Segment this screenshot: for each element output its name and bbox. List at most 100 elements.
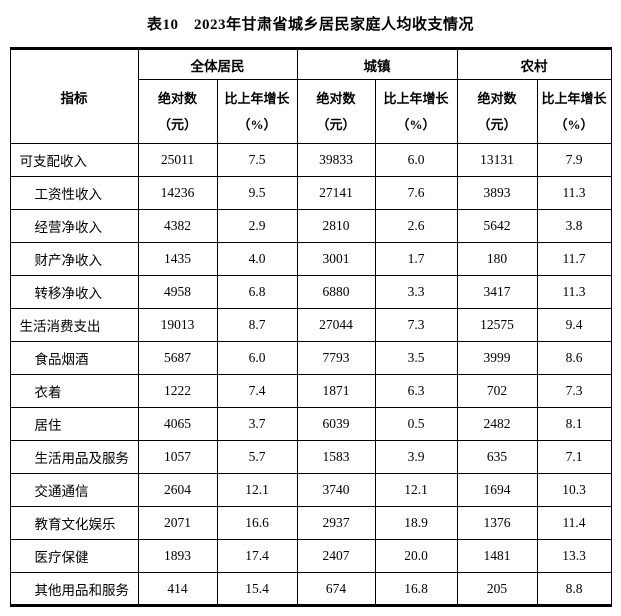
row-label: 教育文化娱乐	[9, 506, 139, 540]
value-cell: 27141	[296, 176, 376, 210]
value-cell: 4958	[137, 275, 218, 309]
corner-header-indicator: 指标	[9, 48, 139, 144]
value-cell: 4382	[137, 209, 218, 243]
group-header-urban: 城镇	[296, 48, 458, 80]
value-cell: 7.9	[536, 143, 612, 177]
value-cell: 6.0	[374, 143, 458, 177]
value-cell: 15.4	[216, 572, 298, 606]
value-cell: 6.3	[374, 374, 458, 408]
value-cell: 635	[456, 440, 538, 474]
row-label: 交通通信	[9, 473, 139, 507]
table-row: 可支配收入 25011 7.5 39833 6.0 13131 7.9	[9, 143, 612, 177]
table-row: 生活消费支出 19013 8.7 27044 7.3 12575 9.4	[9, 308, 612, 342]
row-label: 生活用品及服务	[9, 440, 139, 474]
subheader-absolute-rural: 绝对数 （元）	[456, 79, 538, 144]
value-cell: 12.1	[216, 473, 298, 507]
value-cell: 3999	[456, 341, 538, 375]
value-cell: 5.7	[216, 440, 298, 474]
value-cell: 11.7	[536, 242, 612, 276]
table-title: 表10 2023年甘肃省城乡居民家庭人均收支情况	[146, 17, 474, 33]
value-cell: 2407	[296, 539, 376, 573]
row-label: 医疗保健	[9, 539, 139, 573]
subheader-growth-rural: 比上年增长 （%）	[536, 79, 612, 144]
value-cell: 1.7	[374, 242, 458, 276]
group-header-all-residents: 全体居民	[137, 48, 298, 80]
value-cell: 8.6	[536, 341, 612, 375]
value-cell: 3.5	[374, 341, 458, 375]
header-sub-row: 绝对数 （元） 比上年增长 （%） 绝对数 （元） 比上年增长 （%） 绝对数 …	[10, 79, 612, 144]
value-cell: 2.6	[374, 209, 458, 243]
value-cell: 1376	[456, 506, 538, 540]
value-cell: 3893	[456, 176, 538, 210]
income-expenditure-table: 指标 全体居民 城镇 农村 绝对数 （元） 比上年增长 （%） 绝对数 （元） …	[9, 47, 612, 607]
value-cell: 13131	[456, 143, 538, 177]
row-label: 居住	[9, 407, 139, 441]
value-cell: 39833	[296, 143, 376, 177]
value-cell: 1893	[137, 539, 218, 573]
value-cell: 8.8	[536, 572, 612, 606]
value-cell: 20.0	[374, 539, 458, 573]
value-cell: 6.8	[216, 275, 298, 309]
value-cell: 7793	[296, 341, 376, 375]
value-cell: 10.3	[536, 473, 612, 507]
value-cell: 7.3	[536, 374, 612, 408]
value-cell: 18.9	[374, 506, 458, 540]
value-cell: 7.5	[216, 143, 298, 177]
value-cell: 14236	[137, 176, 218, 210]
value-cell: 9.4	[536, 308, 612, 342]
value-cell: 6880	[296, 275, 376, 309]
value-cell: 7.1	[536, 440, 612, 474]
value-cell: 11.3	[536, 275, 612, 309]
table-row: 其他用品和服务 414 15.4 674 16.8 205 8.8	[9, 572, 612, 606]
value-cell: 1222	[137, 374, 218, 408]
value-cell: 1583	[296, 440, 376, 474]
row-label: 转移净收入	[9, 275, 139, 309]
subheader-absolute-all: 绝对数 （元）	[137, 79, 218, 144]
value-cell: 1694	[456, 473, 538, 507]
value-cell: 2937	[296, 506, 376, 540]
subheader-growth-all: 比上年增长 （%）	[216, 79, 298, 144]
value-cell: 16.6	[216, 506, 298, 540]
value-cell: 4065	[137, 407, 218, 441]
table-row: 转移净收入 4958 6.8 6880 3.3 3417 11.3	[9, 275, 612, 309]
table-row: 经营净收入 4382 2.9 2810 2.6 5642 3.8	[9, 209, 612, 243]
value-cell: 2.9	[216, 209, 298, 243]
row-label: 衣着	[9, 374, 139, 408]
value-cell: 180	[456, 242, 538, 276]
header-group-row: 指标 全体居民 城镇 农村	[9, 48, 612, 144]
value-cell: 7.6	[374, 176, 458, 210]
value-cell: 6.0	[216, 341, 298, 375]
value-cell: 205	[456, 572, 538, 606]
table-row: 食品烟酒 5687 6.0 7793 3.5 3999 8.6	[9, 341, 612, 375]
value-cell: 1435	[137, 242, 218, 276]
value-cell: 8.7	[216, 308, 298, 342]
row-label: 工资性收入	[9, 176, 139, 210]
value-cell: 3.7	[216, 407, 298, 441]
value-cell: 12.1	[374, 473, 458, 507]
table-row: 衣着 1222 7.4 1871 6.3 702 7.3	[9, 374, 612, 408]
row-label: 生活消费支出	[9, 308, 139, 342]
value-cell: 2604	[137, 473, 218, 507]
value-cell: 8.1	[536, 407, 612, 441]
table-row: 财产净收入 1435 4.0 3001 1.7 180 11.7	[9, 242, 612, 276]
group-header-rural: 农村	[456, 48, 612, 80]
value-cell: 11.3	[536, 176, 612, 210]
value-cell: 3740	[296, 473, 376, 507]
value-cell: 4.0	[216, 242, 298, 276]
value-cell: 3417	[456, 275, 538, 309]
value-cell: 674	[296, 572, 376, 606]
subheader-growth-urban: 比上年增长 （%）	[374, 79, 458, 144]
value-cell: 3.8	[536, 209, 612, 243]
table-row: 工资性收入 14236 9.5 27141 7.6 3893 11.3	[9, 176, 612, 210]
table-row: 教育文化娱乐 2071 16.6 2937 18.9 1376 11.4	[9, 506, 612, 540]
value-cell: 2810	[296, 209, 376, 243]
table-body: 可支配收入 25011 7.5 39833 6.0 13131 7.9 工资性收入 14236 9…	[9, 143, 612, 606]
value-cell: 9.5	[216, 176, 298, 210]
value-cell: 3001	[296, 242, 376, 276]
value-cell: 1057	[137, 440, 218, 474]
value-cell: 7.4	[216, 374, 298, 408]
value-cell: 25011	[137, 143, 218, 177]
subheader-absolute-urban: 绝对数 （元）	[296, 79, 376, 144]
row-label: 可支配收入	[9, 143, 139, 177]
